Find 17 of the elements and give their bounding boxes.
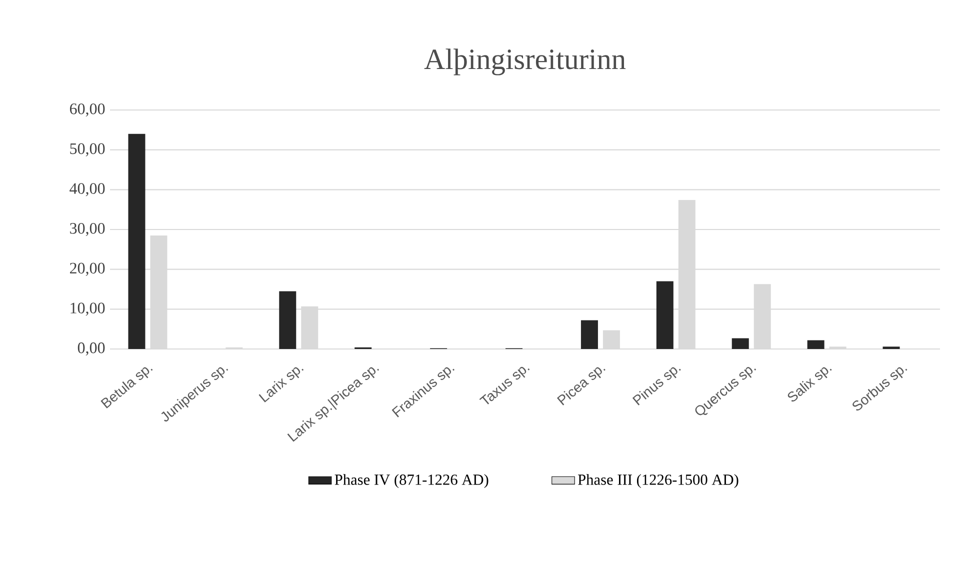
y-tick-label: 20,00 [70,262,105,276]
bar [128,134,146,349]
legend-label: Phase IV (871-1226 AD) [334,474,488,488]
y-tick-label: 10,00 [70,302,105,316]
y-tick-label: 40,00 [70,183,105,196]
y-tick-label: 50,00 [70,143,105,156]
bar [656,281,674,349]
legend-label: Phase III (1226-1500 AD) [578,474,738,488]
y-tick-label: 60,00 [70,103,105,117]
y-tick-label: 0,00 [78,342,105,356]
y-tick-label: 30,00 [70,222,105,236]
bar [279,291,296,349]
bar [732,338,749,349]
bar [580,320,598,349]
bar [807,340,824,349]
x-tick-label: Salix sp. [788,367,832,402]
chart-title: Alþingisreiturinn [424,48,626,76]
